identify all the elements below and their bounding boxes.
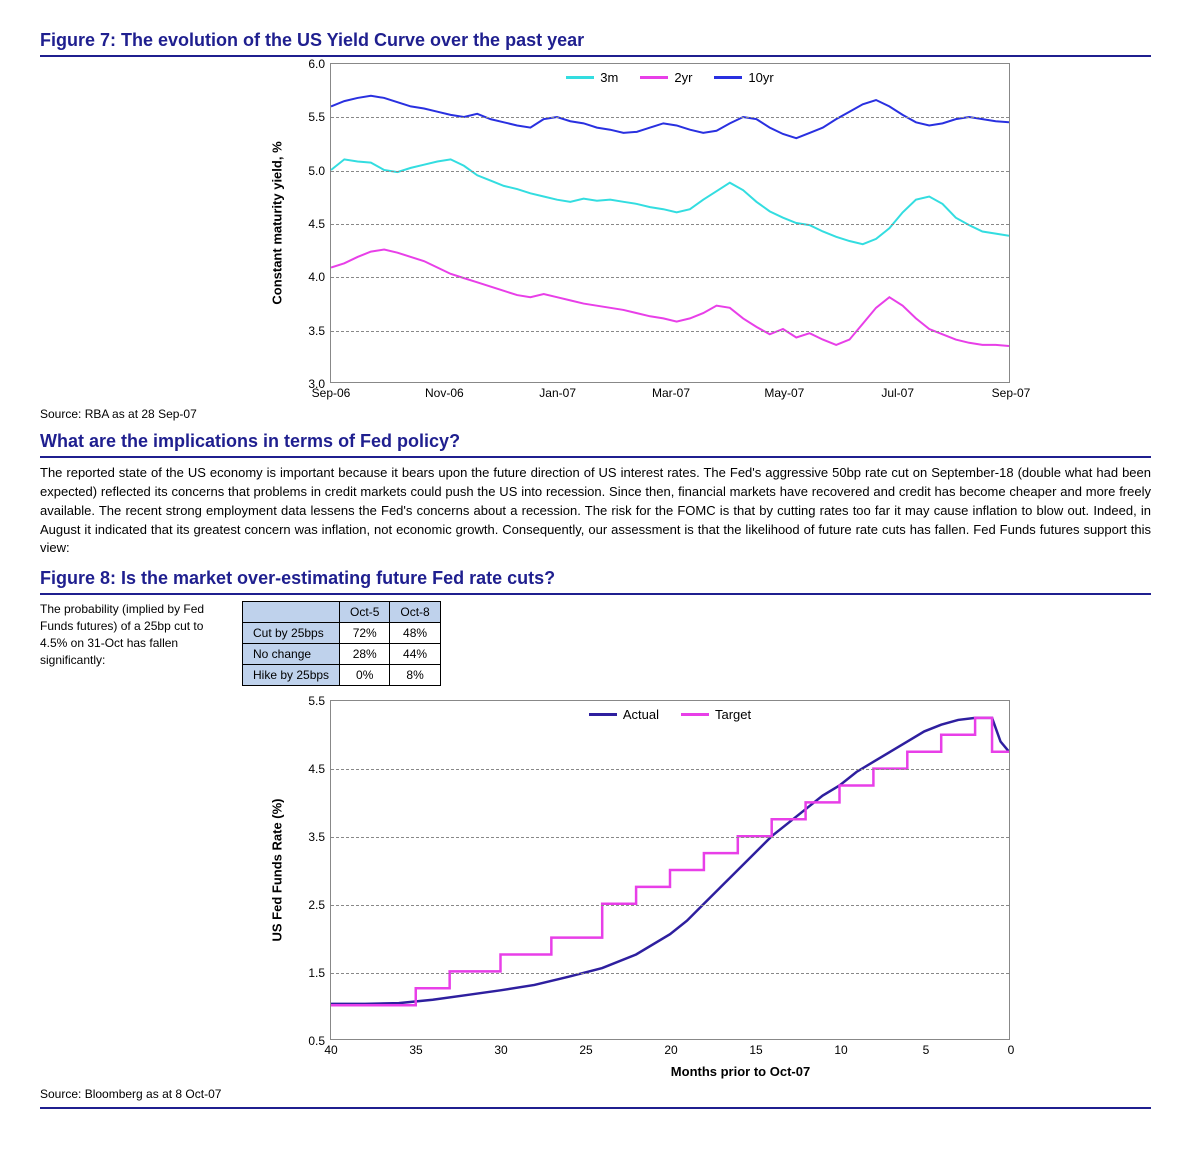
figure8-chart-wrapper: US Fed Funds Rate (%) ActualTarget 0.51.… [330, 700, 1151, 1079]
xtick-label: Jul-07 [881, 382, 914, 400]
xtick-label: Sep-06 [312, 382, 351, 400]
figure7-plot-svg [331, 64, 1009, 382]
figure8-end-rule [40, 1107, 1151, 1109]
figure7-chart-wrapper: Constant maturity yield, % 3m2yr10yr 3.0… [330, 63, 1151, 383]
ytick-label: 6.0 [308, 57, 331, 71]
ytick-label: 3.5 [308, 324, 331, 338]
ytick-label: 4.5 [308, 217, 331, 231]
text-section-body: The reported state of the US economy is … [40, 464, 1151, 558]
figure8-caption: Source: Bloomberg as at 8 Oct-07 [40, 1087, 1151, 1101]
ytick-label: 4.5 [308, 762, 331, 776]
table-rowhead-cell: Hike by 25bps [243, 665, 340, 686]
figure7-chart: Constant maturity yield, % 3m2yr10yr 3.0… [330, 63, 1010, 383]
ytick-label: 2.5 [308, 898, 331, 912]
table-cell: 72% [340, 623, 390, 644]
xtick-label: 35 [409, 1039, 422, 1057]
table-header-cell [243, 602, 340, 623]
figure8-table-block: The probability (implied by Fed Funds fu… [40, 601, 1151, 686]
table-row: Hike by 25bps0%8% [243, 665, 441, 686]
figure8-xlabel: Months prior to Oct-07 [330, 1064, 1151, 1079]
figure8-table-note: The probability (implied by Fed Funds fu… [40, 601, 226, 686]
xtick-label: 25 [579, 1039, 592, 1057]
table-cell: 0% [340, 665, 390, 686]
ytick-label: 5.0 [308, 164, 331, 178]
figure7-ylabel: Constant maturity yield, % [270, 141, 285, 304]
figure8-title: Figure 8: Is the market over-estimating … [40, 568, 1151, 595]
xtick-label: 40 [324, 1039, 337, 1057]
figure8-ylabel: US Fed Funds Rate (%) [270, 799, 285, 942]
table-row: No change28%44% [243, 644, 441, 665]
xtick-label: 20 [664, 1039, 677, 1057]
xtick-label: May-07 [764, 382, 804, 400]
table-header-cell: Oct-5 [340, 602, 390, 623]
table-row: Cut by 25bps72%48% [243, 623, 441, 644]
ytick-label: 5.5 [308, 110, 331, 124]
figure7-caption: Source: RBA as at 28 Sep-07 [40, 407, 1151, 421]
figure8-chart: US Fed Funds Rate (%) ActualTarget 0.51.… [330, 700, 1010, 1040]
figure8-plot-svg [331, 701, 1009, 1039]
xtick-label: 0 [1008, 1039, 1015, 1057]
table-cell: 8% [390, 665, 440, 686]
xtick-label: Nov-06 [425, 382, 464, 400]
ytick-label: 4.0 [308, 270, 331, 284]
table-cell: 28% [340, 644, 390, 665]
table-header-cell: Oct-8 [390, 602, 440, 623]
xtick-label: Mar-07 [652, 382, 690, 400]
text-section: What are the implications in terms of Fe… [40, 431, 1151, 558]
xtick-label: 10 [834, 1039, 847, 1057]
xtick-label: 15 [749, 1039, 762, 1057]
ytick-label: 3.5 [308, 830, 331, 844]
table-rowhead-cell: Cut by 25bps [243, 623, 340, 644]
figure8-section: Figure 8: Is the market over-estimating … [40, 568, 1151, 1109]
ytick-label: 5.5 [308, 694, 331, 708]
text-section-title: What are the implications in terms of Fe… [40, 431, 1151, 458]
figure7-title: Figure 7: The evolution of the US Yield … [40, 30, 1151, 57]
figure7-section: Figure 7: The evolution of the US Yield … [40, 30, 1151, 421]
table-cell: 48% [390, 623, 440, 644]
xtick-label: 30 [494, 1039, 507, 1057]
xtick-label: Jan-07 [539, 382, 576, 400]
xtick-label: 5 [923, 1039, 930, 1057]
xtick-label: Sep-07 [992, 382, 1031, 400]
figure8-table: Oct-5Oct-8Cut by 25bps72%48%No change28%… [242, 601, 441, 686]
ytick-label: 1.5 [308, 966, 331, 980]
table-cell: 44% [390, 644, 440, 665]
table-rowhead-cell: No change [243, 644, 340, 665]
